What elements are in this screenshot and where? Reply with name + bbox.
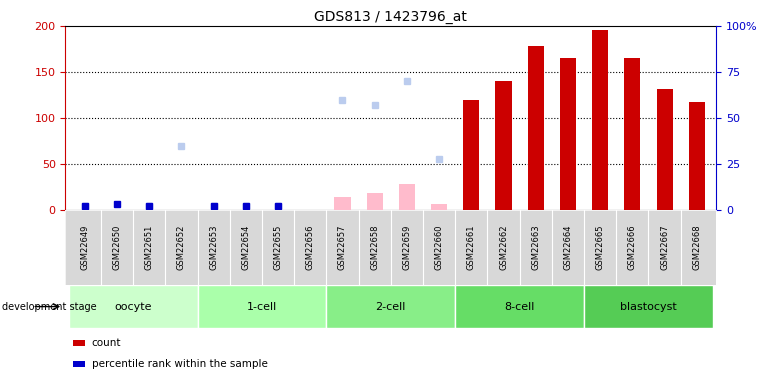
Bar [624,58,641,210]
Text: development stage: development stage [2,302,96,312]
Text: GSM22649: GSM22649 [80,225,89,270]
Title: GDS813 / 1423796_at: GDS813 / 1423796_at [314,10,467,24]
Text: 2-cell: 2-cell [376,302,406,312]
Bar [455,285,584,328]
Text: GSM22664: GSM22664 [564,225,572,270]
Bar [527,46,544,210]
Text: GSM22668: GSM22668 [692,225,701,270]
Text: GSM22667: GSM22667 [660,225,669,270]
Text: count: count [92,338,121,348]
Bar [495,81,511,210]
Bar [584,285,713,328]
Text: GSM22653: GSM22653 [209,225,218,270]
Text: blastocyst: blastocyst [620,302,677,312]
Bar [198,285,326,328]
Text: GSM22662: GSM22662 [499,225,508,270]
Bar [688,102,705,210]
Text: 8-cell: 8-cell [504,302,535,312]
Text: GSM22666: GSM22666 [628,225,637,270]
Bar [657,89,673,210]
Text: GSM22651: GSM22651 [145,225,154,270]
Text: GSM22657: GSM22657 [338,225,347,270]
Bar [69,285,198,328]
Text: GSM22658: GSM22658 [370,225,379,270]
Bar [592,30,608,210]
Bar [334,197,350,210]
Text: GSM22654: GSM22654 [241,225,250,270]
Text: GSM22655: GSM22655 [273,225,283,270]
Text: GSM22665: GSM22665 [596,225,604,270]
Text: GSM22660: GSM22660 [434,225,444,270]
Text: GSM22661: GSM22661 [467,225,476,270]
Bar [560,58,576,210]
Text: 1-cell: 1-cell [247,302,277,312]
Text: percentile rank within the sample: percentile rank within the sample [92,359,267,369]
Bar [326,285,455,328]
Bar [464,100,480,210]
Bar [367,192,383,210]
Text: GSM22659: GSM22659 [403,225,411,270]
Text: oocyte: oocyte [114,302,152,312]
Text: GSM22663: GSM22663 [531,225,541,270]
Bar [431,204,447,210]
Bar [399,184,415,210]
Text: GSM22652: GSM22652 [177,225,186,270]
Text: GSM22650: GSM22650 [112,225,122,270]
Text: GSM22656: GSM22656 [306,225,315,270]
